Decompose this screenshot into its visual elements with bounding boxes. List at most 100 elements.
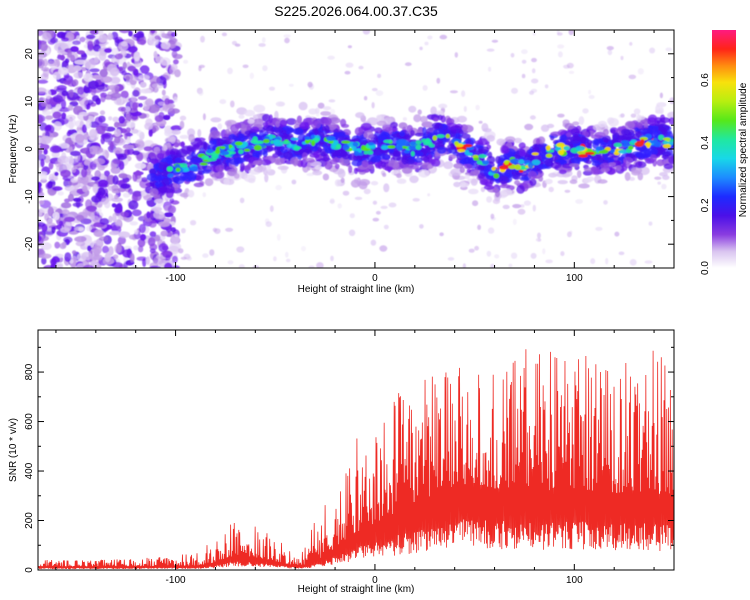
spectrogram-cell bbox=[472, 200, 479, 207]
spectrogram-cell bbox=[593, 138, 599, 146]
spectrogram-cell bbox=[417, 128, 424, 134]
spectrogram-cell bbox=[486, 48, 495, 52]
spectrogram-cell bbox=[535, 138, 541, 145]
spectrogram-cell bbox=[223, 178, 230, 186]
spectrogram-cell bbox=[268, 86, 276, 91]
spectrogram-cell bbox=[201, 155, 209, 160]
spectrogram-cell bbox=[161, 32, 167, 38]
spectrogram-cell bbox=[78, 96, 89, 106]
spectrogram-cell bbox=[72, 250, 77, 255]
spectrogram-cell bbox=[602, 128, 609, 136]
spectrogram-cell bbox=[106, 63, 118, 73]
spectrogram-cell bbox=[615, 165, 622, 171]
spectrogram-cell bbox=[606, 46, 614, 51]
spectrogram-cell bbox=[74, 120, 85, 128]
spectrogram-cell bbox=[568, 70, 575, 74]
spectrogram-cell bbox=[560, 134, 567, 142]
y-tick-label: -20 bbox=[24, 237, 35, 252]
spectrogram-cell bbox=[585, 159, 592, 165]
spectrogram-cell bbox=[147, 104, 160, 114]
spectrogram-cell bbox=[264, 173, 269, 183]
spectrogram-cell bbox=[166, 166, 174, 172]
spectrogram-cell bbox=[669, 97, 674, 105]
spectrogram-cell bbox=[262, 121, 269, 128]
spectrogram-cell bbox=[109, 230, 120, 236]
spectrogram-cell bbox=[147, 237, 156, 247]
spectrogram-cell bbox=[83, 133, 90, 140]
spectrogram-cell bbox=[60, 202, 72, 209]
spectrogram-cell bbox=[354, 196, 363, 200]
spectrogram-cell bbox=[655, 109, 663, 114]
spectrogram-cell bbox=[104, 48, 112, 53]
spectrogram-cell bbox=[199, 162, 208, 166]
spectrogram-cell bbox=[131, 265, 138, 268]
spectrogram-cell bbox=[42, 110, 52, 116]
spectrogram-cell bbox=[376, 120, 387, 127]
spectrogram-cell bbox=[82, 154, 87, 160]
spectrogram-cell bbox=[466, 168, 472, 173]
spectrogram-cell bbox=[663, 137, 671, 141]
spectrogram-cell bbox=[85, 205, 97, 211]
spectrogram-cell bbox=[490, 263, 495, 268]
spectrogram-cell bbox=[453, 163, 464, 169]
spectrogram-cell bbox=[101, 245, 110, 254]
spectrogram-cell bbox=[474, 245, 479, 251]
spectrogram-cell bbox=[576, 170, 582, 179]
spectrogram-cell bbox=[482, 128, 492, 133]
spectrogram-cell bbox=[107, 32, 113, 41]
spectrogram-cell bbox=[84, 240, 95, 249]
spectrogram-cell bbox=[40, 158, 45, 168]
spectrogram-cell bbox=[164, 262, 173, 268]
spectrogram-cell bbox=[160, 41, 171, 50]
spectrogram-cell bbox=[273, 256, 277, 262]
spectrogram-cell bbox=[328, 140, 335, 144]
spectrogram-cell bbox=[584, 178, 592, 183]
spectrogram-cell bbox=[285, 251, 289, 258]
spectrogram-cell bbox=[502, 204, 510, 210]
spectrogram-cell bbox=[67, 49, 72, 58]
spectrogram-cell bbox=[521, 73, 526, 79]
spectrogram-cell bbox=[594, 131, 606, 138]
spectrogram-cell bbox=[202, 192, 207, 198]
spectrogram-cell bbox=[170, 136, 176, 144]
spectrogram-cell bbox=[122, 249, 133, 258]
spectrogram-cell bbox=[578, 154, 588, 158]
spectrogram-cell bbox=[69, 89, 74, 98]
spectrogram-cell bbox=[40, 102, 48, 107]
spectrogram-cell bbox=[58, 67, 69, 75]
spectrogram-cell bbox=[171, 63, 178, 71]
spectrogram-cell bbox=[490, 213, 495, 219]
spectrogram-cell bbox=[304, 121, 309, 128]
spectrogram-cell bbox=[405, 158, 415, 165]
spectrogram-cell bbox=[181, 228, 186, 234]
spectrogram-cell bbox=[123, 129, 128, 140]
spectrogram-cell bbox=[225, 227, 234, 232]
spectrogram-cell bbox=[290, 137, 299, 141]
spectrogram-cell bbox=[120, 183, 131, 189]
spectrogram-cell bbox=[557, 44, 565, 49]
spectrogram-cell bbox=[162, 104, 174, 112]
spectrogram-cell bbox=[68, 121, 74, 130]
spectrogram-cell bbox=[537, 232, 541, 239]
spectrogram-cell bbox=[165, 254, 171, 261]
spectrogram-cell bbox=[128, 234, 138, 240]
spectrogram-cell bbox=[52, 111, 62, 119]
spectrogram-cell bbox=[376, 114, 382, 121]
spectrogram-cell bbox=[87, 245, 92, 252]
spectrogram-cell bbox=[87, 80, 99, 90]
spectrogram-cell bbox=[133, 245, 139, 251]
spectrogram-cell bbox=[450, 168, 463, 176]
spectrogram-cell bbox=[114, 147, 123, 154]
spectrogram-cell bbox=[71, 167, 77, 173]
spectrogram-cell bbox=[324, 160, 333, 170]
spectrogram-cell bbox=[650, 154, 657, 162]
spectrogram-cell bbox=[305, 157, 316, 164]
spectrogram-cell bbox=[161, 89, 166, 96]
spectrogram-cell bbox=[54, 171, 59, 177]
spectrogram-cell bbox=[352, 142, 359, 147]
spectrogram-cell bbox=[89, 145, 101, 154]
spectrogram-cell bbox=[86, 225, 92, 232]
spectrogram-cell bbox=[75, 179, 86, 184]
spectrogram-cell bbox=[239, 168, 244, 173]
spectrogram-cell bbox=[209, 249, 215, 256]
